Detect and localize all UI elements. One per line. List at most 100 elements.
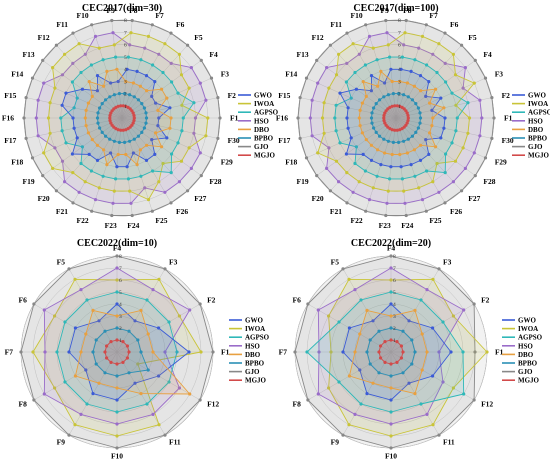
category-label-f11: F11 xyxy=(56,20,68,29)
point-gwo-f15 xyxy=(346,106,350,110)
point-gwo-f23 xyxy=(115,165,119,169)
point-gjo-f17 xyxy=(298,136,302,140)
point-gjo-f8 xyxy=(130,18,134,23)
point-gwo-f18 xyxy=(75,136,79,140)
point-hso-f24 xyxy=(403,201,407,205)
point-bpbo-f8 xyxy=(397,92,401,96)
point-dbo-f14 xyxy=(360,101,364,105)
category-label-f6: F6 xyxy=(176,20,185,29)
point-iwoa-f12 xyxy=(337,52,341,56)
point-agpso-f29 xyxy=(176,141,180,145)
point-gjo-f3 xyxy=(483,76,488,80)
point-gjo-f8 xyxy=(32,398,36,402)
point-bpbo-f2 xyxy=(144,111,148,115)
point-mgjo-f5 xyxy=(383,340,387,344)
radial-tick-label: 7 xyxy=(124,30,127,36)
point-dbo-f18 xyxy=(86,131,90,135)
point-dbo-f2 xyxy=(146,332,150,336)
point-gwo-f8 xyxy=(84,368,88,372)
category-label-f6: F6 xyxy=(19,296,28,305)
point-iwoa-f7 xyxy=(420,34,425,39)
point-iwoa-f8 xyxy=(129,31,133,35)
point-dbo-f24 xyxy=(124,152,128,157)
point-gwo-f28 xyxy=(424,138,428,142)
point-gjo-f19 xyxy=(41,174,45,178)
point-bpbo-f26 xyxy=(132,137,136,141)
point-mgjo-f3 xyxy=(395,340,399,344)
point-hso-f16 xyxy=(34,116,38,120)
point-gwo-f19 xyxy=(344,152,348,156)
point-bpbo-f24 xyxy=(123,140,127,144)
point-mgjo-f8 xyxy=(105,356,109,360)
point-agpso-f11 xyxy=(145,402,149,406)
point-gwo-f5 xyxy=(153,80,157,84)
point-dbo-f6 xyxy=(412,84,416,88)
legend-label-gjo: GJO xyxy=(254,143,269,151)
point-iwoa-f24 xyxy=(128,189,132,193)
point-dbo-f9 xyxy=(371,381,375,385)
point-gjo-f27 xyxy=(186,189,190,193)
point-iwoa-f22 xyxy=(97,186,101,190)
point-iwoa-f26 xyxy=(431,180,435,184)
radial-tick-label: 4 xyxy=(393,302,396,308)
point-gwo-f4 xyxy=(389,302,393,306)
point-iwoa-f1 xyxy=(199,350,203,354)
point-bpbo-f1 xyxy=(418,116,423,120)
point-gwo-f6 xyxy=(418,74,423,78)
series-mgjo-area xyxy=(104,339,130,365)
legend-label-iwoa: IWOA xyxy=(528,100,548,108)
point-iwoa-f24 xyxy=(402,189,406,193)
radial-tick-label: 5 xyxy=(124,55,127,61)
point-gjo-f1 xyxy=(492,116,496,120)
point-bpbo-f5 xyxy=(377,329,381,333)
radial-tick-label: 3 xyxy=(398,79,401,85)
point-bpbo-f6 xyxy=(94,338,98,342)
point-dbo-f9 xyxy=(97,381,101,385)
legend-label-iwoa: IWOA xyxy=(518,325,538,333)
point-gwo-f7 xyxy=(67,350,71,354)
point-mgjo-f9 xyxy=(383,360,387,364)
point-hso-f26 xyxy=(163,190,167,194)
point-agpso-f19 xyxy=(80,145,84,149)
radial-tick-label: 3 xyxy=(124,79,127,85)
point-agpso-f18 xyxy=(64,141,68,145)
point-gwo-f27 xyxy=(427,152,431,156)
radial-tick-label: 7 xyxy=(393,266,396,272)
point-mgjo-f1 xyxy=(127,350,131,354)
category-label-f5: F5 xyxy=(331,257,340,266)
point-gwo-f1 xyxy=(187,350,191,354)
category-label-f6: F6 xyxy=(450,20,459,29)
point-agpso-f1 xyxy=(175,350,179,354)
point-mgjo-f23 xyxy=(393,128,397,132)
point-bpbo-f20 xyxy=(378,134,382,138)
point-hso-f1 xyxy=(437,350,441,354)
point-gwo-f11 xyxy=(369,74,374,78)
point-iwoa-f8 xyxy=(327,386,331,390)
point-bpbo-f4 xyxy=(115,326,119,330)
category-label-f24: F24 xyxy=(401,221,413,230)
point-iwoa-f1 xyxy=(206,116,210,120)
point-agpso-f25 xyxy=(139,174,143,178)
point-gwo-f7 xyxy=(135,69,139,73)
point-agpso-f2 xyxy=(441,320,445,324)
category-label-f3: F3 xyxy=(221,70,230,79)
point-gjo-f30 xyxy=(490,136,494,140)
radial-tick-label: 1 xyxy=(119,338,122,344)
legend-label-gjo: GJO xyxy=(518,368,533,376)
category-label-f22: F22 xyxy=(351,216,363,225)
point-gjo-f27 xyxy=(460,189,464,193)
point-gjo-f6 xyxy=(443,31,447,35)
point-agpso-f11 xyxy=(89,63,93,67)
point-agpso-f5 xyxy=(435,70,439,75)
point-gjo-f23 xyxy=(110,213,114,218)
category-label-f4: F4 xyxy=(483,50,492,59)
point-hso-f11 xyxy=(83,52,87,56)
point-gwo-f6 xyxy=(144,74,149,78)
point-iwoa-f5 xyxy=(73,277,77,281)
point-mgjo-f10 xyxy=(389,362,393,366)
point-iwoa-f15 xyxy=(322,101,326,105)
point-gwo-f5 xyxy=(427,80,431,84)
category-label-f4: F4 xyxy=(209,50,218,59)
point-iwoa-f20 xyxy=(345,171,349,175)
point-gwo-f6 xyxy=(347,326,351,330)
